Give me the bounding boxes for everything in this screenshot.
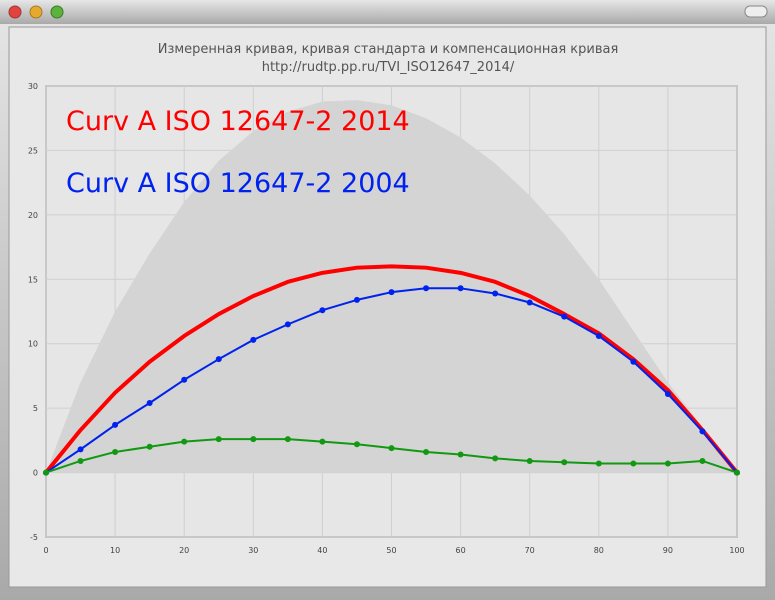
y-tick-label: 20 bbox=[28, 211, 38, 220]
marker bbox=[561, 459, 568, 466]
marker bbox=[284, 321, 291, 328]
marker bbox=[353, 441, 360, 448]
marker bbox=[699, 457, 706, 464]
chart-title: Измеренная кривая, кривая стандарта и ко… bbox=[158, 42, 619, 57]
marker bbox=[215, 356, 222, 363]
y-tick-label: 25 bbox=[28, 146, 38, 155]
marker bbox=[112, 448, 119, 455]
marker bbox=[526, 299, 533, 306]
x-tick-label: 0 bbox=[43, 546, 48, 555]
marker bbox=[250, 436, 257, 443]
area bbox=[46, 100, 737, 473]
marker bbox=[457, 451, 464, 458]
marker bbox=[492, 455, 499, 462]
marker bbox=[215, 436, 222, 443]
marker bbox=[630, 460, 637, 467]
close-button[interactable] bbox=[8, 5, 22, 19]
chart-subtitle: http://rudtp.pp.ru/TVI_ISO12647_2014/ bbox=[262, 60, 515, 75]
marker bbox=[181, 438, 188, 445]
x-tick-label: 90 bbox=[663, 546, 673, 555]
zoom-button[interactable] bbox=[50, 5, 64, 19]
marker bbox=[630, 358, 637, 365]
marker bbox=[284, 436, 291, 443]
marker bbox=[112, 421, 119, 428]
marker bbox=[146, 399, 153, 406]
marker bbox=[595, 460, 602, 467]
marker bbox=[457, 285, 464, 292]
marker bbox=[388, 289, 395, 296]
x-tick-label: 70 bbox=[525, 546, 535, 555]
y-tick-label: 5 bbox=[33, 404, 38, 413]
title-bar bbox=[0, 0, 775, 24]
y-tick-label: -5 bbox=[30, 533, 38, 542]
marker bbox=[664, 390, 671, 397]
x-tick-label: 100 bbox=[729, 546, 744, 555]
marker bbox=[388, 445, 395, 452]
legend-label: Curv A ISO 12647-2 2004 bbox=[66, 168, 410, 199]
legend-label: Curv A ISO 12647-2 2014 bbox=[66, 106, 410, 137]
x-tick-label: 20 bbox=[179, 546, 189, 555]
marker bbox=[561, 313, 568, 320]
y-tick-label: 15 bbox=[28, 275, 38, 284]
y-tick-label: 0 bbox=[33, 469, 38, 478]
marker bbox=[146, 443, 153, 450]
marker bbox=[77, 446, 84, 453]
marker bbox=[181, 376, 188, 383]
marker bbox=[423, 285, 430, 292]
x-tick-label: 10 bbox=[110, 546, 120, 555]
marker bbox=[250, 336, 257, 343]
marker bbox=[43, 469, 49, 476]
marker bbox=[699, 428, 706, 435]
marker bbox=[664, 460, 671, 467]
marker bbox=[526, 457, 533, 464]
x-tick-label: 40 bbox=[317, 546, 327, 555]
toolbar-button[interactable] bbox=[744, 5, 768, 18]
x-tick-label: 80 bbox=[594, 546, 604, 555]
y-tick-label: 30 bbox=[28, 82, 38, 91]
line bbox=[44, 264, 739, 474]
x-tick-label: 60 bbox=[456, 546, 466, 555]
marker bbox=[353, 296, 360, 303]
marker bbox=[734, 469, 740, 476]
marker bbox=[595, 332, 602, 339]
marker bbox=[77, 457, 84, 464]
marker bbox=[423, 448, 430, 455]
marker bbox=[319, 438, 326, 445]
y-tick-label: 10 bbox=[28, 340, 38, 349]
marker bbox=[492, 290, 499, 297]
marker bbox=[319, 307, 326, 314]
x-tick-label: 50 bbox=[386, 546, 396, 555]
minimize-button[interactable] bbox=[29, 5, 43, 19]
x-tick-label: 30 bbox=[248, 546, 258, 555]
